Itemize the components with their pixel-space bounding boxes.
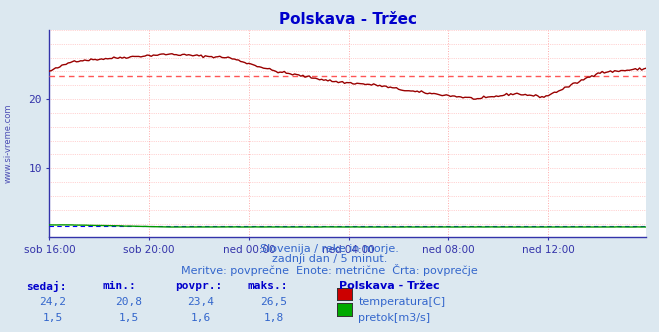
Text: sedaj:: sedaj:	[26, 281, 67, 291]
Text: www.si-vreme.com: www.si-vreme.com	[3, 103, 13, 183]
Text: 1,6: 1,6	[191, 313, 211, 323]
Text: 26,5: 26,5	[260, 297, 287, 307]
Text: Meritve: povprečne  Enote: metrične  Črta: povprečje: Meritve: povprečne Enote: metrične Črta:…	[181, 264, 478, 276]
Title: Polskava - Tržec: Polskava - Tržec	[279, 12, 416, 27]
Text: maks.:: maks.:	[247, 281, 287, 290]
Text: pretok[m3/s]: pretok[m3/s]	[358, 313, 430, 323]
Text: 1,8: 1,8	[264, 313, 283, 323]
Text: min.:: min.:	[102, 281, 136, 290]
Text: 1,5: 1,5	[43, 313, 63, 323]
Text: zadnji dan / 5 minut.: zadnji dan / 5 minut.	[272, 254, 387, 264]
Text: 1,5: 1,5	[119, 313, 138, 323]
Text: Slovenija / reke in morje.: Slovenija / reke in morje.	[260, 244, 399, 254]
Text: 24,2: 24,2	[40, 297, 66, 307]
Text: Polskava - Tržec: Polskava - Tržec	[339, 281, 440, 290]
Text: 20,8: 20,8	[115, 297, 142, 307]
Text: 23,4: 23,4	[188, 297, 214, 307]
Text: povpr.:: povpr.:	[175, 281, 222, 290]
Text: temperatura[C]: temperatura[C]	[358, 297, 445, 307]
